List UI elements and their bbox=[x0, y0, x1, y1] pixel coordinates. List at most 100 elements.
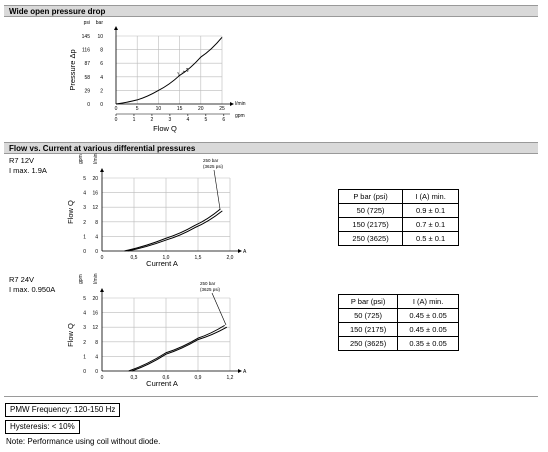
y-unit-secondary: bar bbox=[96, 20, 104, 26]
y-unit-secondary: gpm bbox=[78, 154, 84, 164]
table-cell-current: 0.7 ± 0.1 bbox=[402, 217, 459, 232]
r7-12v-imax: I max. 1.9A bbox=[9, 166, 47, 175]
x-tick-label-secondary: 3 bbox=[169, 117, 172, 123]
table-cell-current: 0.35 ± 0.05 bbox=[397, 336, 459, 351]
x-tick-label-primary: 15 bbox=[177, 106, 183, 112]
series-line bbox=[115, 37, 223, 105]
table-cell-pressure: 150 (2175) bbox=[337, 217, 404, 232]
y-tick-label-primary: 8 bbox=[95, 340, 98, 346]
frame-top-footer bbox=[4, 396, 538, 397]
y-unit-primary: l/min bbox=[93, 273, 99, 284]
series-line bbox=[127, 210, 223, 252]
x-tick-label-secondary: 2 bbox=[151, 117, 154, 123]
r7-12v-spec: R7 12V I max. 1.9A bbox=[9, 156, 47, 176]
r7-12v-name: R7 12V bbox=[9, 156, 35, 165]
table-row: 150 (2175) 0.45 ± 0.05 bbox=[337, 322, 459, 337]
section-header-flow-current: Flow vs. Current at various differential… bbox=[4, 142, 538, 154]
y-axis-label: Flow Q bbox=[66, 200, 75, 224]
y-tick-label-primary: 0 bbox=[95, 249, 98, 255]
y-tick-label-secondary: 3 bbox=[83, 205, 86, 211]
table-header-current: I (A) min. bbox=[397, 294, 459, 309]
x-tick-label-primary: 25 bbox=[219, 106, 225, 112]
r7-24v-imax: I max. 0.950A bbox=[9, 285, 56, 294]
y-tick-label-primary: 116 bbox=[82, 48, 90, 54]
x-tick-label: 0,6 bbox=[163, 375, 170, 381]
y-tick-label-secondary: 0 bbox=[100, 102, 103, 108]
series-line bbox=[128, 324, 225, 372]
y-tick-label-secondary: 2 bbox=[83, 340, 86, 346]
series-line bbox=[124, 208, 221, 252]
series-annotation: 250 bar (3625 psi) bbox=[203, 158, 224, 169]
x-tick-label: 0,3 bbox=[131, 375, 138, 381]
table-24v: P bar (psi) I (A) min. 50 (725) 0.45 ± 0… bbox=[337, 294, 459, 351]
x-tick-label: 1,2 bbox=[227, 375, 234, 381]
x-tick-label: 0 bbox=[101, 375, 104, 381]
x-tick-label-primary: 5 bbox=[136, 106, 139, 112]
table-cell-pressure: 150 (2175) bbox=[337, 322, 399, 337]
footnote: Note: Performance using coil without dio… bbox=[6, 437, 161, 446]
table-12v: P bar (psi) I (A) min. 50 (725) 0.9 ± 0.… bbox=[337, 189, 459, 246]
x-unit-secondary: gpm bbox=[235, 113, 245, 119]
x-unit: A bbox=[243, 369, 247, 375]
r7-24v-spec: R7 24V I max. 0.950A bbox=[9, 275, 55, 295]
x-axis-label: Current A bbox=[146, 259, 178, 268]
y-tick-label-primary: 16 bbox=[92, 311, 98, 317]
y-tick-label-secondary: 8 bbox=[100, 48, 103, 54]
y-tick-label-primary: 12 bbox=[92, 325, 98, 331]
y-tick-label-secondary: 0 bbox=[83, 249, 86, 255]
table-cell-current: 0.9 ± 0.1 bbox=[402, 203, 459, 218]
x-unit: A bbox=[243, 249, 247, 255]
table-cell-pressure: 50 (725) bbox=[337, 203, 404, 218]
table-cell-current: 0.45 ± 0.05 bbox=[397, 308, 459, 323]
x-tick-label: 1,5 bbox=[195, 255, 202, 261]
y-tick-label-primary: 4 bbox=[95, 354, 98, 360]
series-annotation: 250 bar (3625 psi) bbox=[200, 281, 221, 292]
x-tick-label-primary: 20 bbox=[198, 106, 204, 112]
x-axis-label: Current A bbox=[146, 379, 178, 388]
annotation-leader bbox=[213, 169, 221, 210]
r7-24v-name: R7 24V bbox=[9, 275, 35, 284]
pmw-frequency: PMW Frequency: 120-150 Hz bbox=[5, 403, 121, 417]
hysteresis: Hysteresis: < 10% bbox=[5, 420, 80, 434]
annotation-leader bbox=[211, 292, 227, 326]
y-tick-label-primary: 87 bbox=[84, 61, 90, 67]
x-tick-label-secondary: 1 bbox=[133, 117, 136, 123]
y-tick-label-primary: 0 bbox=[87, 102, 90, 108]
y-axis-arrow bbox=[114, 26, 118, 30]
x-tick-label-secondary: 4 bbox=[186, 117, 189, 123]
x-tick-label: 0 bbox=[101, 255, 104, 261]
y-tick-label-primary: 145 bbox=[82, 34, 91, 40]
x-unit-primary: l/min bbox=[235, 101, 246, 107]
table-row: 250 (3625) 0.35 ± 0.05 bbox=[337, 336, 459, 351]
table-header-pressure: P bar (psi) bbox=[337, 189, 404, 204]
y-tick-label-secondary: 1 bbox=[83, 354, 86, 360]
y-tick-label-secondary: 0 bbox=[83, 369, 86, 375]
y-tick-label-secondary: 2 bbox=[83, 220, 86, 226]
y-unit-primary: l/min bbox=[93, 153, 99, 164]
y-tick-label-secondary: 2 bbox=[100, 88, 103, 94]
table-header-pressure: P bar (psi) bbox=[337, 294, 399, 309]
table-cell-current: 0.45 ± 0.05 bbox=[397, 322, 459, 337]
y-axis-label: Flow Q bbox=[66, 323, 75, 347]
table-cell-current: 0.5 ± 0.1 bbox=[402, 231, 459, 246]
y-tick-label-primary: 20 bbox=[92, 176, 98, 182]
y-tick-label-secondary: 10 bbox=[97, 34, 103, 40]
table-row: 250 (3625) 0.5 ± 0.1 bbox=[337, 231, 459, 246]
y-axis-arrow bbox=[100, 168, 104, 172]
x-tick-label-secondary: 5 bbox=[204, 117, 207, 123]
y-tick-label-primary: 20 bbox=[92, 296, 98, 302]
x-axis-arrow bbox=[238, 369, 242, 373]
y-tick-label-secondary: 1 bbox=[83, 234, 86, 240]
y-tick-label-secondary: 4 bbox=[83, 311, 86, 317]
y-tick-label-primary: 16 bbox=[92, 191, 98, 197]
x-tick-label: 2,0 bbox=[227, 255, 234, 261]
x-tick-label-primary: 10 bbox=[156, 106, 162, 112]
curve-annotation: 1 ➝ 2 bbox=[176, 67, 190, 78]
y-tick-label-primary: 4 bbox=[95, 234, 98, 240]
x-tick-label: 0,9 bbox=[195, 375, 202, 381]
table-header-current: I (A) min. bbox=[402, 189, 459, 204]
x-axis-label: Flow Q bbox=[153, 124, 177, 133]
